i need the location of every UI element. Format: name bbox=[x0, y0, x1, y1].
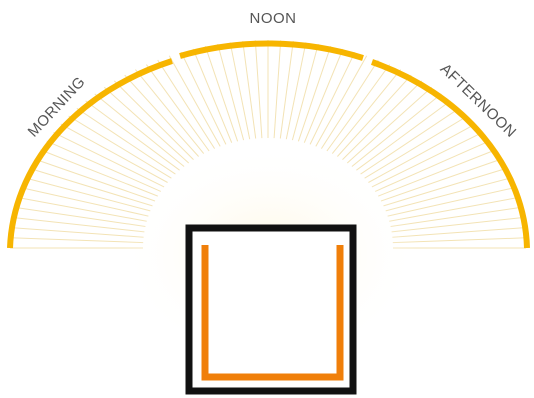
sun-ray bbox=[356, 100, 451, 171]
sun-ray bbox=[360, 107, 460, 175]
sun-ray bbox=[315, 55, 368, 147]
sun-ray bbox=[320, 59, 379, 149]
sun-ray bbox=[254, 40, 263, 139]
sun-ray bbox=[342, 80, 423, 160]
morning-arc-segment bbox=[7, 58, 173, 249]
sun-ray bbox=[76, 107, 176, 175]
sun-ray bbox=[331, 69, 401, 154]
noon-arc-segment bbox=[179, 40, 364, 61]
sun-ray bbox=[135, 69, 205, 154]
sun-ray bbox=[383, 167, 507, 207]
sun-ray bbox=[53, 131, 165, 188]
sun-ray bbox=[242, 40, 257, 139]
sun-ray bbox=[85, 100, 180, 171]
sun-ray bbox=[374, 140, 490, 192]
noon-label: NOON bbox=[250, 10, 297, 27]
sun-ray bbox=[157, 59, 216, 149]
sun-ray bbox=[29, 167, 153, 207]
sun-ray bbox=[368, 123, 476, 183]
sun-ray bbox=[60, 123, 168, 183]
sun-ray bbox=[17, 197, 147, 222]
sun-ray bbox=[371, 131, 483, 188]
sun-ray bbox=[20, 187, 149, 217]
sun-ray bbox=[229, 42, 251, 140]
room-plan-icon bbox=[185, 224, 357, 395]
sun-ray bbox=[11, 227, 144, 238]
sun-ray bbox=[145, 64, 210, 152]
sun-ray bbox=[46, 140, 162, 192]
sun-ray bbox=[273, 40, 282, 139]
sun-ray bbox=[124, 74, 199, 157]
sun-ray bbox=[24, 177, 151, 212]
sun-ray bbox=[364, 115, 468, 179]
room-outline bbox=[185, 224, 357, 395]
sun-ray bbox=[10, 237, 144, 244]
sun-ray bbox=[192, 48, 233, 143]
sun-ray bbox=[14, 206, 146, 227]
sun-ray bbox=[285, 42, 307, 140]
sun-ray bbox=[168, 55, 221, 147]
sun-ray bbox=[387, 187, 516, 217]
room-inner-wall bbox=[201, 245, 344, 381]
sun-ray bbox=[94, 93, 185, 167]
sun-ray bbox=[12, 217, 145, 233]
sun-ray bbox=[217, 43, 245, 141]
sun-ray bbox=[303, 48, 344, 143]
sun-ray bbox=[380, 158, 502, 202]
sun-ray bbox=[103, 86, 190, 164]
sun-ray bbox=[34, 158, 156, 202]
sun-ray bbox=[204, 46, 239, 142]
sun-ray bbox=[346, 86, 433, 164]
sun-ray bbox=[68, 115, 172, 179]
sun-ray bbox=[279, 40, 294, 139]
sun-ray bbox=[337, 74, 412, 157]
sun-ray bbox=[351, 93, 442, 167]
sun-ray bbox=[309, 51, 356, 145]
sun-ray bbox=[291, 43, 319, 141]
sun-ray bbox=[326, 64, 391, 152]
sun-ray bbox=[297, 46, 332, 142]
sun-ray bbox=[113, 80, 194, 160]
sun-ray bbox=[378, 149, 496, 197]
afternoon-arc-segment bbox=[371, 59, 530, 249]
sun-ray bbox=[385, 177, 512, 212]
sun-ray bbox=[40, 149, 158, 197]
sun-ray bbox=[180, 51, 227, 145]
